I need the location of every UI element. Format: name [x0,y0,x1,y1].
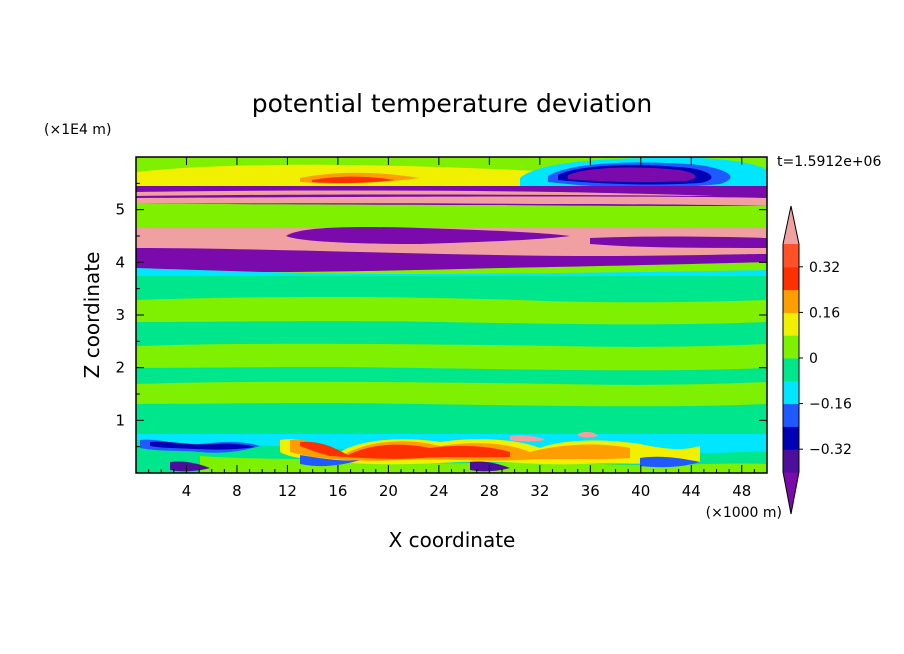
colorbar-swatch [783,289,799,313]
x-tick-label: 40 [631,482,650,500]
band-purple-mid-b [590,236,767,248]
x-tick-label: 20 [379,482,398,500]
y-tick-label: 3 [115,306,125,324]
x-tick-label: 24 [429,482,448,500]
band-lower-green-c [136,381,767,407]
band-purple-mid-c [136,248,767,272]
chart-title: potential temperature deviation [252,89,652,118]
x-tick-label: 16 [328,482,347,500]
band-upper-red [312,176,395,184]
y-axis-title: Z coordinate [80,252,104,379]
x-tick-label: 36 [581,482,600,500]
colorbar-label: 0.16 [809,305,840,321]
colorbar-label: 0 [809,351,818,367]
x-tick-label: 48 [732,482,751,500]
band-lower-green-b [136,343,767,371]
colorbar-swatch [783,380,799,405]
y-tick-label: 5 [115,201,125,219]
band-boundary-pink-b [578,431,598,438]
colorbar-extend-low [783,472,799,514]
colorbar-swatch [783,312,799,336]
colorbar-label: −0.32 [809,442,852,458]
colorbar-swatch [783,449,799,473]
band-boundary-purple [470,461,510,472]
band-purple-mid-a [286,226,570,244]
heatmap-field [136,157,767,473]
y-unit-label: (×1E4 m) [44,122,111,138]
colorbar-swatch [783,426,799,450]
x-tick-label: 44 [682,482,701,500]
colorbar-swatch [783,358,799,382]
colorbar-swatch [783,266,799,291]
x-unit-label: (×1000 m) [706,505,782,521]
band-boundary-pink [510,435,545,442]
colorbar: 0.32 0.16 0 −0.16 −0.32 [782,205,852,515]
y-tick-label: 2 [115,359,125,377]
x-axis-title: X coordinate [389,528,516,552]
band-purple-eddy [568,167,696,183]
y-tick-label: 1 [115,411,125,429]
band-pink-upper [136,190,767,206]
x-tick-label: 12 [278,482,297,500]
x-tick-label: 8 [232,482,242,500]
colorbar-label: −0.16 [809,397,852,413]
y-axis: 1 2 3 4 5 [115,182,767,448]
x-tick-label: 4 [182,482,192,500]
time-label: t=1.5912e+06 [777,154,881,170]
x-tick-label: 32 [530,482,549,500]
band-purple-thin [136,194,767,198]
x-axis: 4 8 12 16 20 24 28 32 36 40 44 48 [148,157,755,500]
x-tick-label: 28 [480,482,499,500]
band-boundary-red [300,441,510,459]
band-boundary-blue-c [640,456,700,468]
colorbar-swatch [783,403,799,427]
colorbar-extend-high [783,206,799,244]
colorbar-outline [782,205,800,515]
band-boundary-navy [150,441,255,450]
y-tick-label: 4 [115,253,125,271]
colorbar-label: 0.32 [809,260,840,276]
band-boundary-purple-b [170,461,210,472]
band-mid-green [136,206,767,228]
band-lower-green-a [136,297,767,325]
colorbar-swatch [783,335,799,359]
colorbar-swatch [783,244,799,268]
band-boundary-blue-b [300,455,360,467]
